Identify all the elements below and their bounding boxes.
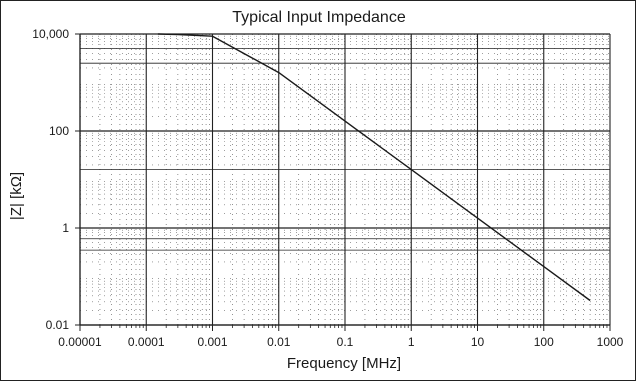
tick-label-layer: 0.00001 0.0001 0.001 0.01 0.1 1 10 100 1000 0.01 1… [32,27,623,349]
x-tick-label: 1 [408,335,415,349]
x-tick-label: 0.01 [267,335,291,349]
impedance-curve [157,33,591,302]
x-tick-label: 0.00001 [58,335,102,349]
x-tick-label: 0.0001 [128,335,165,349]
x-tick-label: 0.1 [337,335,354,349]
x-tick-label: 100 [534,335,554,349]
y-axis-label: |Z| [kΩ] [8,172,25,220]
y-tick-label: 100 [49,124,69,138]
y-tick-label: 1 [62,221,69,235]
x-tick-label: 10 [471,335,485,349]
axis-layer [75,33,611,331]
grid-layer [79,33,611,326]
chart-title: Typical Input Impedance [232,9,406,26]
y-tick-label: 0.01 [46,318,70,332]
x-tick-label: 0.001 [197,335,227,349]
x-axis-label: Frequency [MHz] [287,355,401,372]
x-tick-label: 1000 [597,335,624,349]
y-tick-label: 10,000 [32,27,69,41]
series-layer [157,33,591,302]
